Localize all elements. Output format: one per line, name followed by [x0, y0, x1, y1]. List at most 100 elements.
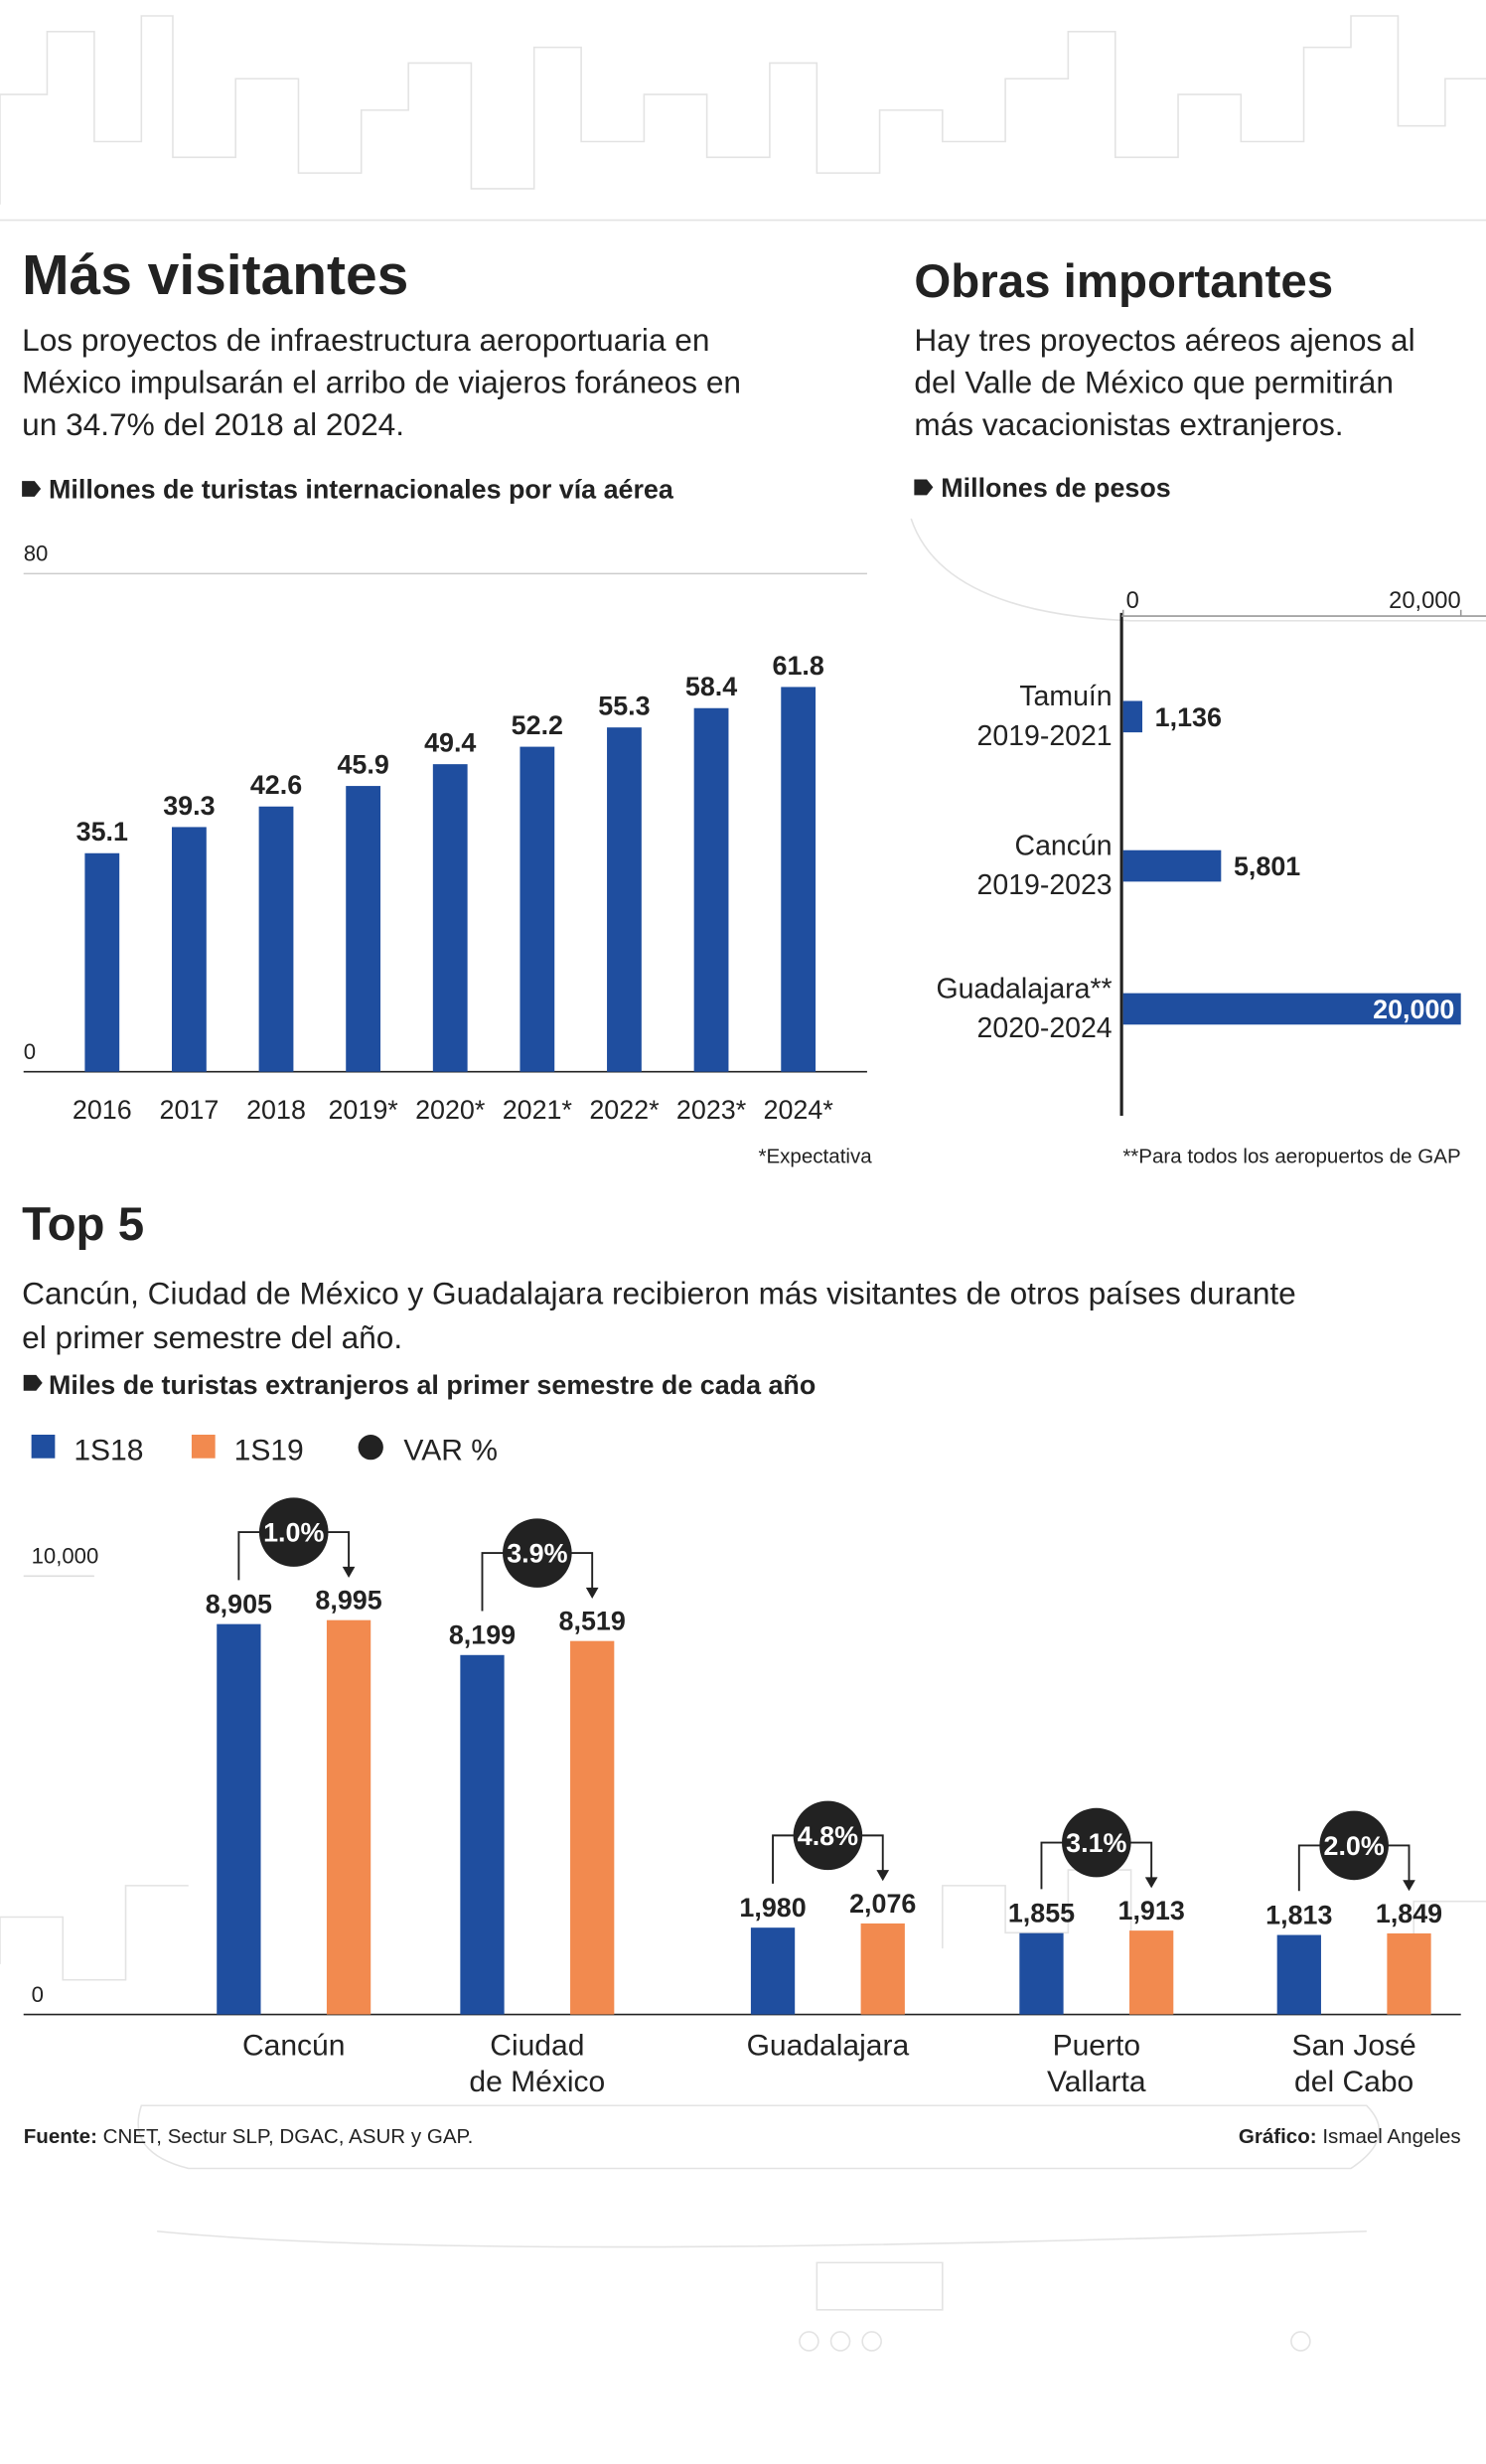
y-tick-label: 0: [24, 1039, 36, 1064]
arrow-head: [876, 1870, 890, 1882]
value-label: 1,849: [1376, 1899, 1442, 1928]
bar: [1122, 849, 1222, 882]
value-label: 8,519: [559, 1607, 626, 1636]
note: **Para todos los aeropuertos de GAP: [1122, 1145, 1460, 1167]
value-label: 1,913: [1118, 1896, 1185, 1925]
x-tick-label: 0: [1126, 588, 1139, 614]
variation-label: 4.8%: [798, 1821, 858, 1851]
value-label: 35.1: [76, 817, 128, 847]
variation-bubble: [258, 1497, 329, 1567]
variation-bubble: [1062, 1807, 1131, 1878]
value-label: 1,813: [1265, 1900, 1332, 1929]
value-label: 52.2: [512, 710, 563, 740]
section-title: Obras importantes: [914, 255, 1333, 308]
unit-label: Millones de turistas internacionales por…: [49, 474, 674, 504]
legend-swatch: [31, 1435, 56, 1459]
bar: [693, 707, 729, 1072]
unit-label: Millones de pesos: [941, 473, 1170, 503]
x-tick-label: San José: [1292, 2030, 1416, 2063]
credit: Gráfico: Ismael Angeles: [1239, 2125, 1461, 2148]
value-label: 42.6: [250, 770, 302, 800]
legend-label: 1S18: [74, 1434, 143, 1466]
bar: [750, 1927, 796, 2015]
credit-label: Gráfico:: [1239, 2125, 1317, 2148]
bar: [781, 687, 817, 1072]
legend-label: 1S19: [234, 1434, 304, 1466]
source-text: CNET, Sectur SLP, DGAC, ASUR y GAP.: [103, 2125, 474, 2148]
bar: [326, 1619, 372, 2015]
bar: [84, 852, 120, 1072]
bar: [258, 806, 294, 1072]
value-label: 8,995: [315, 1586, 381, 1616]
x-tick-label: 2017: [160, 1095, 220, 1125]
bar: [860, 1923, 905, 2015]
value-label: 8,199: [449, 1620, 516, 1650]
y-tick-label: 2020-2024: [977, 1012, 1113, 1044]
x-tick-label: 2020*: [415, 1095, 486, 1125]
x-tick-label: 2022*: [589, 1095, 660, 1125]
bar: [1019, 1932, 1064, 2015]
legend-swatch: [191, 1435, 216, 1459]
bar: [520, 746, 555, 1072]
variation-label: 3.1%: [1066, 1828, 1126, 1858]
y-tick-label: 2019-2021: [977, 720, 1113, 752]
legend-label: VAR %: [403, 1434, 498, 1466]
bar: [1129, 1930, 1174, 2015]
arrow-head: [342, 1566, 356, 1578]
y-tick-label: 2019-2023: [977, 869, 1113, 901]
value-label: 1,136: [1155, 702, 1222, 732]
value-label: 61.8: [773, 651, 824, 681]
description: el primer semestre del año.: [22, 1319, 402, 1355]
bar: [570, 1640, 615, 2015]
value-label: 39.3: [163, 791, 215, 821]
x-tick-label: 2018: [246, 1095, 306, 1125]
section-title: Top 5: [22, 1198, 144, 1251]
description: Hay tres proyectos aéreos ajenos al: [914, 322, 1414, 358]
source-label: Fuente:: [24, 2125, 97, 2148]
bar: [1122, 700, 1143, 733]
note: *Expectativa: [758, 1145, 872, 1167]
y-tick-label: 10,000: [32, 1544, 99, 1569]
x-tick-label: 2016: [73, 1095, 132, 1125]
arrow-head: [585, 1587, 599, 1599]
value-label: 1,855: [1008, 1899, 1075, 1928]
x-tick-label: 2023*: [676, 1095, 747, 1125]
value-label: 20,000: [1373, 995, 1454, 1024]
description: Los proyectos de infraestructura aeropor…: [22, 322, 709, 358]
value-label: 49.4: [424, 727, 476, 757]
credit-text: Ismael Angeles: [1322, 2125, 1460, 2148]
bar: [217, 1623, 261, 2015]
x-tick-label: Vallarta: [1047, 2066, 1146, 2098]
variation-label: 3.9%: [507, 1539, 567, 1569]
arrow-head: [1403, 1880, 1415, 1892]
y-tick-label: Tamuín: [1019, 681, 1112, 712]
x-tick-label: 2021*: [503, 1095, 573, 1125]
value-label: 55.3: [598, 692, 650, 721]
x-tick-label: 20,000: [1389, 588, 1461, 614]
variation-label: 2.0%: [1324, 1831, 1385, 1861]
variation-bubble: [1319, 1810, 1389, 1881]
source: Fuente: CNET, Sectur SLP, DGAC, ASUR y G…: [24, 2125, 474, 2148]
x-tick-label: del Cabo: [1294, 2066, 1413, 2098]
x-tick-label: 2024*: [764, 1095, 834, 1125]
y-tick-label: Guadalajara**: [936, 973, 1112, 1004]
unit-label: Miles de turistas extranjeros al primer …: [49, 1370, 816, 1400]
legend-swatch: [358, 1435, 383, 1461]
x-tick-label: de México: [469, 2066, 605, 2098]
description: Cancún, Ciudad de México y Guadalajara r…: [22, 1276, 1296, 1311]
x-tick-label: Guadalajara: [747, 2030, 910, 2063]
value-label: 45.9: [337, 749, 388, 779]
bar: [432, 764, 468, 1072]
bar: [607, 727, 642, 1072]
value-label: 2,076: [849, 1889, 916, 1919]
description: más vacacionistas extranjeros.: [914, 406, 1343, 442]
x-tick-label: Cancún: [242, 2030, 346, 2063]
variation-bubble: [793, 1800, 863, 1871]
unit-marker: [23, 1374, 43, 1391]
x-tick-label: Puerto: [1053, 2030, 1140, 2063]
arrow-head: [1144, 1877, 1158, 1889]
value-label: 1,980: [739, 1893, 806, 1923]
description: del Valle de México que permitirán: [914, 365, 1394, 400]
bar: [346, 786, 381, 1072]
